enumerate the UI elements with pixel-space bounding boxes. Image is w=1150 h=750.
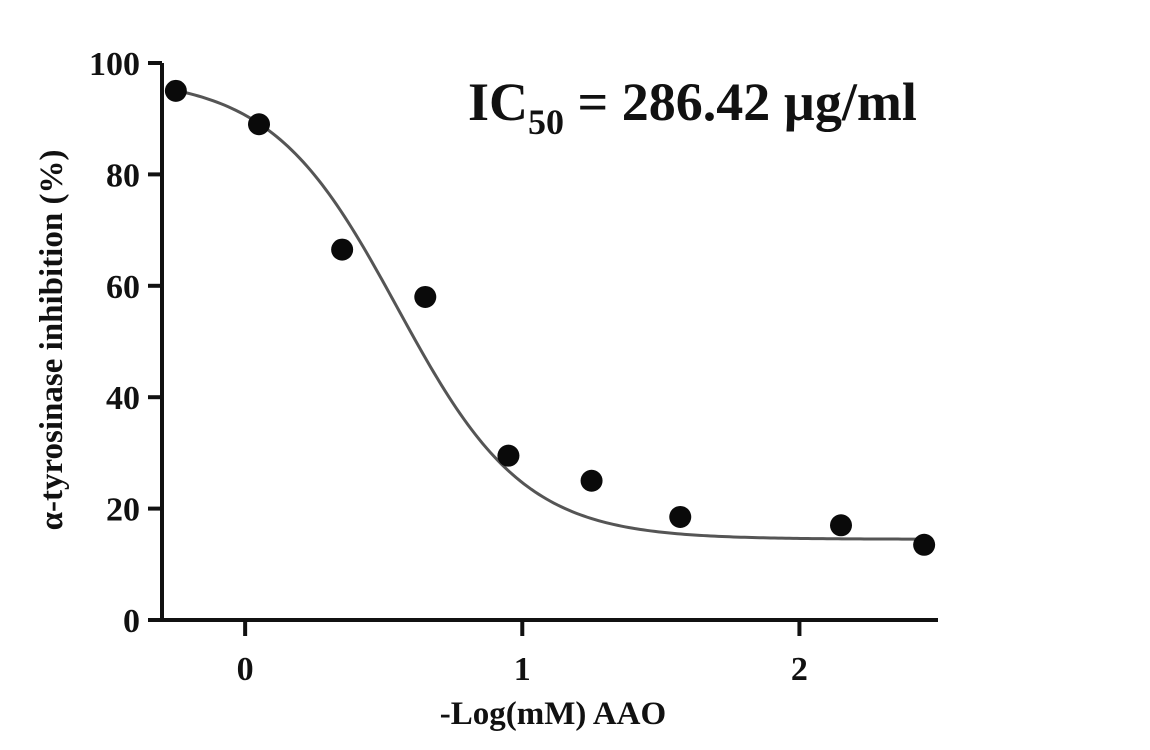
y-axis-title: α-tyrosinase inhibition (%): [34, 150, 70, 531]
axes: 0 20 40 60 80 100 0 1 2: [89, 46, 938, 688]
ic50-annotation-value: = 286.42 µg/ml: [564, 72, 917, 132]
y-tick-label: 80: [106, 157, 140, 194]
y-tick-label: 60: [106, 269, 140, 306]
x-axis-title: -Log(mM) AAO: [440, 696, 666, 732]
data-point: [331, 238, 354, 261]
fit-curve-group: [175, 89, 925, 541]
ic50-annotation-subscript: 50: [528, 102, 564, 142]
data-point: [580, 469, 603, 492]
data-point: [497, 444, 520, 467]
data-point: [669, 505, 692, 528]
data-point: [164, 79, 187, 102]
y-tick-label: 0: [123, 603, 140, 640]
y-tick-label: 40: [106, 380, 140, 417]
data-point: [248, 113, 270, 136]
data-point: [414, 285, 437, 308]
x-tick-label: 2: [791, 651, 808, 688]
ic50-annotation: IC50 = 286.42 µg/ml: [468, 72, 917, 142]
ic50-annotation-main: IC: [468, 72, 528, 132]
y-tick-label: 20: [106, 492, 140, 529]
data-point: [830, 514, 852, 537]
fit-curve: [175, 89, 925, 541]
x-tick-label: 0: [237, 651, 254, 688]
y-tick-label: 100: [89, 46, 140, 83]
data-points: [164, 79, 936, 556]
data-point: [913, 533, 936, 556]
labels: -Log(mM) AAO α-tyrosinase inhibition (%)…: [34, 72, 917, 732]
x-tick-label: 1: [514, 651, 531, 688]
